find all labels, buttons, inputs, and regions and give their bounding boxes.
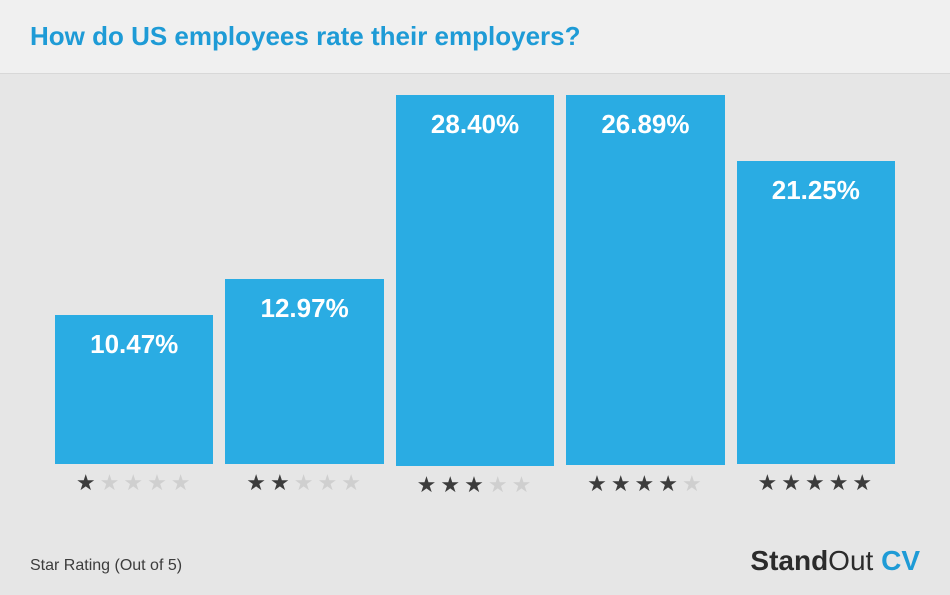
bar-2star: 12.97%	[225, 279, 383, 464]
star-empty-icon: ★	[341, 472, 363, 500]
star-empty-icon: ★	[488, 474, 510, 500]
x-axis-label: Star Rating (Out of 5)	[30, 557, 182, 575]
bar-value-label: 10.47%	[55, 329, 213, 360]
star-empty-icon: ★	[294, 472, 316, 500]
star-empty-icon: ★	[171, 472, 193, 500]
star-empty-icon: ★	[317, 472, 339, 500]
bar-column-2star: 12.97%★★★★★	[225, 95, 383, 500]
star-rating-3: ★★★★★	[417, 474, 534, 500]
star-filled-icon: ★	[417, 474, 439, 500]
star-filled-icon: ★	[658, 473, 680, 500]
bar-column-4star: 26.89%★★★★★	[566, 95, 724, 500]
star-filled-icon: ★	[270, 472, 292, 500]
logo-cv: CV	[881, 545, 920, 576]
chart-title: How do US employees rate their employers…	[30, 21, 581, 52]
bar-value-label: 28.40%	[396, 109, 554, 140]
star-filled-icon: ★	[781, 472, 803, 500]
star-rating-2: ★★★★★	[246, 472, 363, 500]
star-filled-icon: ★	[587, 473, 609, 500]
star-filled-icon: ★	[440, 474, 462, 500]
star-empty-icon: ★	[512, 474, 534, 500]
star-empty-icon: ★	[123, 472, 145, 500]
star-filled-icon: ★	[246, 472, 268, 500]
star-rating-4: ★★★★★	[587, 473, 704, 500]
bar-1star: 10.47%	[55, 315, 213, 464]
star-empty-icon: ★	[682, 473, 704, 500]
star-filled-icon: ★	[829, 472, 851, 500]
bars-row: 10.47%★★★★★12.97%★★★★★28.40%★★★★★26.89%★…	[55, 95, 895, 500]
logo-part1: Stand	[750, 545, 828, 576]
star-filled-icon: ★	[76, 472, 98, 500]
bar-column-3star: 28.40%★★★★★	[396, 95, 554, 500]
star-empty-icon: ★	[100, 472, 122, 500]
star-filled-icon: ★	[757, 472, 779, 500]
star-rating-1: ★★★★★	[76, 472, 193, 500]
star-filled-icon: ★	[852, 472, 874, 500]
star-filled-icon: ★	[464, 474, 486, 500]
bar-value-label: 21.25%	[737, 175, 895, 206]
star-rating-5: ★★★★★	[757, 472, 874, 500]
bar-5star: 21.25%	[737, 161, 895, 464]
bar-column-5star: 21.25%★★★★★	[737, 95, 895, 500]
star-filled-icon: ★	[805, 472, 827, 500]
bar-chart: 10.47%★★★★★12.97%★★★★★28.40%★★★★★26.89%★…	[55, 95, 895, 500]
bar-4star: 26.89%	[566, 95, 724, 465]
header: How do US employees rate their employers…	[0, 0, 950, 74]
star-empty-icon: ★	[147, 472, 169, 500]
logo-part2: Out	[828, 545, 873, 576]
bar-column-1star: 10.47%★★★★★	[55, 95, 213, 500]
bar-value-label: 12.97%	[225, 293, 383, 324]
brand-logo: StandOut CV	[750, 545, 920, 577]
bar-value-label: 26.89%	[566, 109, 724, 140]
star-filled-icon: ★	[611, 473, 633, 500]
bar-3star: 28.40%	[396, 95, 554, 466]
star-filled-icon: ★	[635, 473, 657, 500]
